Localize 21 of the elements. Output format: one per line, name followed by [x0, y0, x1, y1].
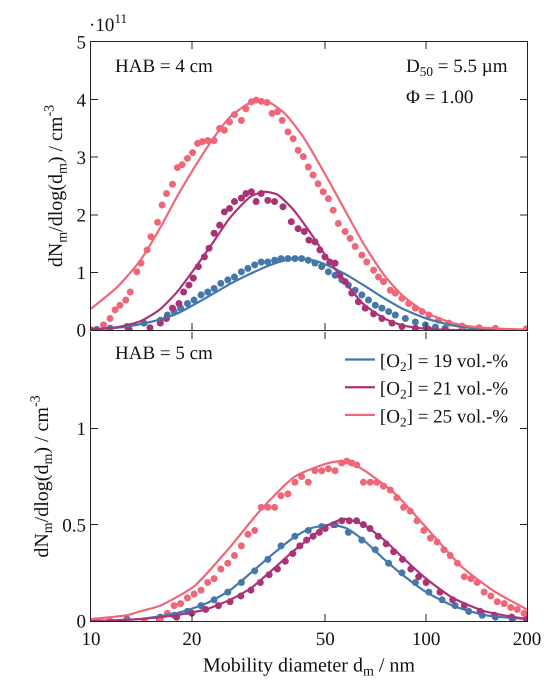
x-tick-label: 100	[412, 629, 440, 650]
text: ·10$^{11}$	[89, 11, 128, 36]
y-tick-label: 5	[76, 32, 86, 54]
y-tick-label: 1	[76, 263, 86, 284]
y-tick-label: 3	[76, 148, 86, 169]
x-tick-label: 200	[512, 629, 542, 650]
y-tick-label: 4	[76, 90, 86, 112]
legend-label: [O$_{2}$] = 21 vol.-%	[380, 378, 508, 402]
annotation: D$_{50}$ = 5.5 µm	[406, 56, 508, 79]
legend-label: [O$_{2}$] = 25 vol.-%	[380, 406, 508, 430]
y-tick-label: 2	[76, 205, 86, 226]
y-tick-label: 1	[76, 418, 86, 440]
x-tick-label: 50	[316, 629, 335, 650]
legend-label: [O$_{2}$] = 19 vol.-%	[380, 350, 508, 374]
annotation: HAB = 5 cm	[115, 343, 214, 364]
x-tick-label: 20	[182, 629, 202, 650]
x-axis-title: Mobility diameter d$_{m}$ / nm	[203, 654, 416, 680]
y-tick-label: 0	[76, 320, 86, 342]
y-tick-label: 0.5	[62, 515, 86, 536]
annotation: HAB = 4 cm	[115, 56, 214, 77]
annotation: Φ = 1.00	[406, 87, 474, 108]
